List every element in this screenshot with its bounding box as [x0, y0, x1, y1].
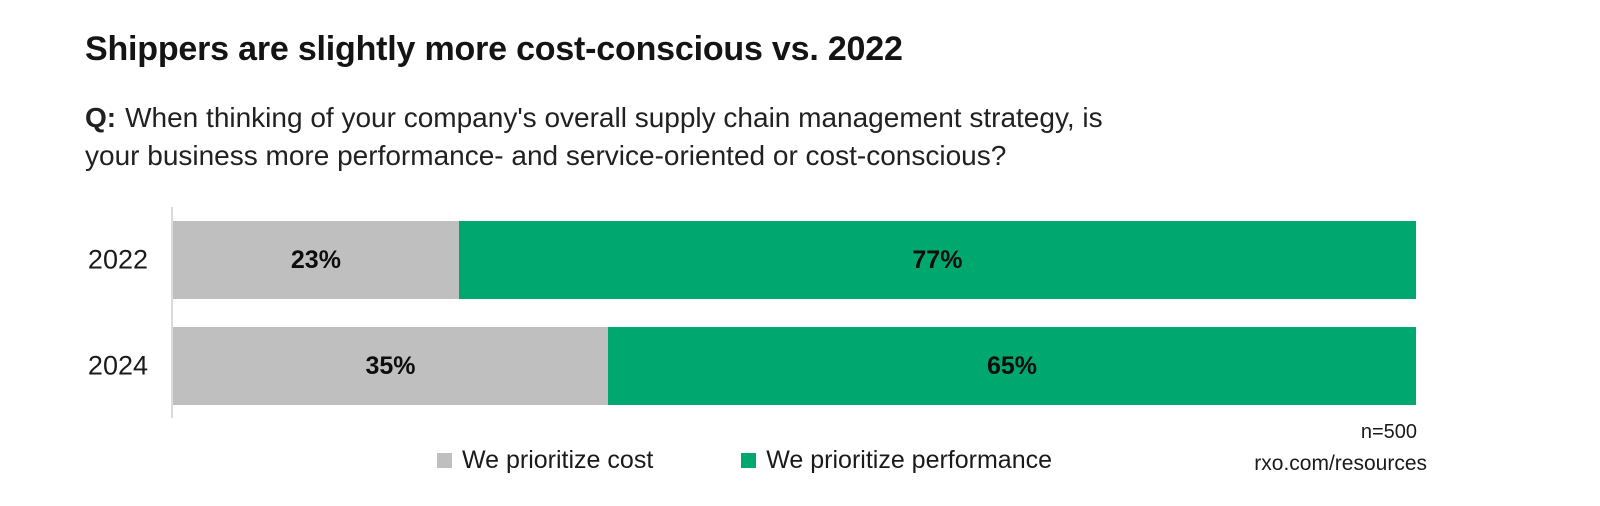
bar-value-label: 65%	[986, 351, 1038, 380]
page-title: Shippers are slightly more cost-consciou…	[85, 30, 903, 68]
bar-value-label: 23%	[290, 245, 341, 274]
question-prefix: Q:	[85, 102, 117, 133]
sample-size: n=500	[1360, 421, 1417, 443]
chart-legend: We prioritize cost We prioritize performa…	[437, 446, 1052, 475]
bar-segment-we-prioritize-performance: 65%	[608, 327, 1416, 405]
bar-track: 35% 65%	[173, 327, 1416, 405]
bar-track: 23% 77%	[173, 221, 1416, 299]
bar-rows: 2022 23% 77% 2024 35% 65%	[88, 221, 1416, 405]
legend-swatch	[741, 453, 757, 468]
legend-item-we-prioritize-cost: We prioritize cost	[437, 446, 653, 475]
bar-row: 2024 35% 65%	[88, 327, 1416, 405]
survey-question: Q: When thinking of your company's overal…	[85, 99, 1103, 175]
legend-label: We prioritize performance	[766, 446, 1053, 474]
bar-value-label: 77%	[912, 245, 963, 274]
legend-label: We prioritize cost	[462, 446, 654, 474]
bar-segment-we-prioritize-cost: 23%	[173, 221, 459, 299]
bar-row: 2022 23% 77%	[88, 221, 1416, 299]
question-line-2: your business more performance- and serv…	[85, 140, 1007, 171]
year-label: 2022	[87, 244, 148, 275]
question-line-1: When thinking of your company's overall …	[125, 102, 1103, 133]
stacked-bar-chart: 2022 23% 77% 2024 35% 65%	[0, 207, 1416, 418]
legend-swatch	[437, 453, 452, 468]
bar-segment-we-prioritize-performance: 77%	[458, 221, 1416, 299]
bar-value-label: 35%	[365, 351, 416, 380]
source-link: rxo.com/resources	[1254, 452, 1427, 475]
year-label: 2024	[87, 350, 148, 381]
bar-segment-we-prioritize-cost: 35%	[173, 327, 609, 405]
legend-item-we-prioritize-performance: We prioritize performance	[741, 446, 1052, 475]
y-axis-line	[171, 207, 173, 418]
